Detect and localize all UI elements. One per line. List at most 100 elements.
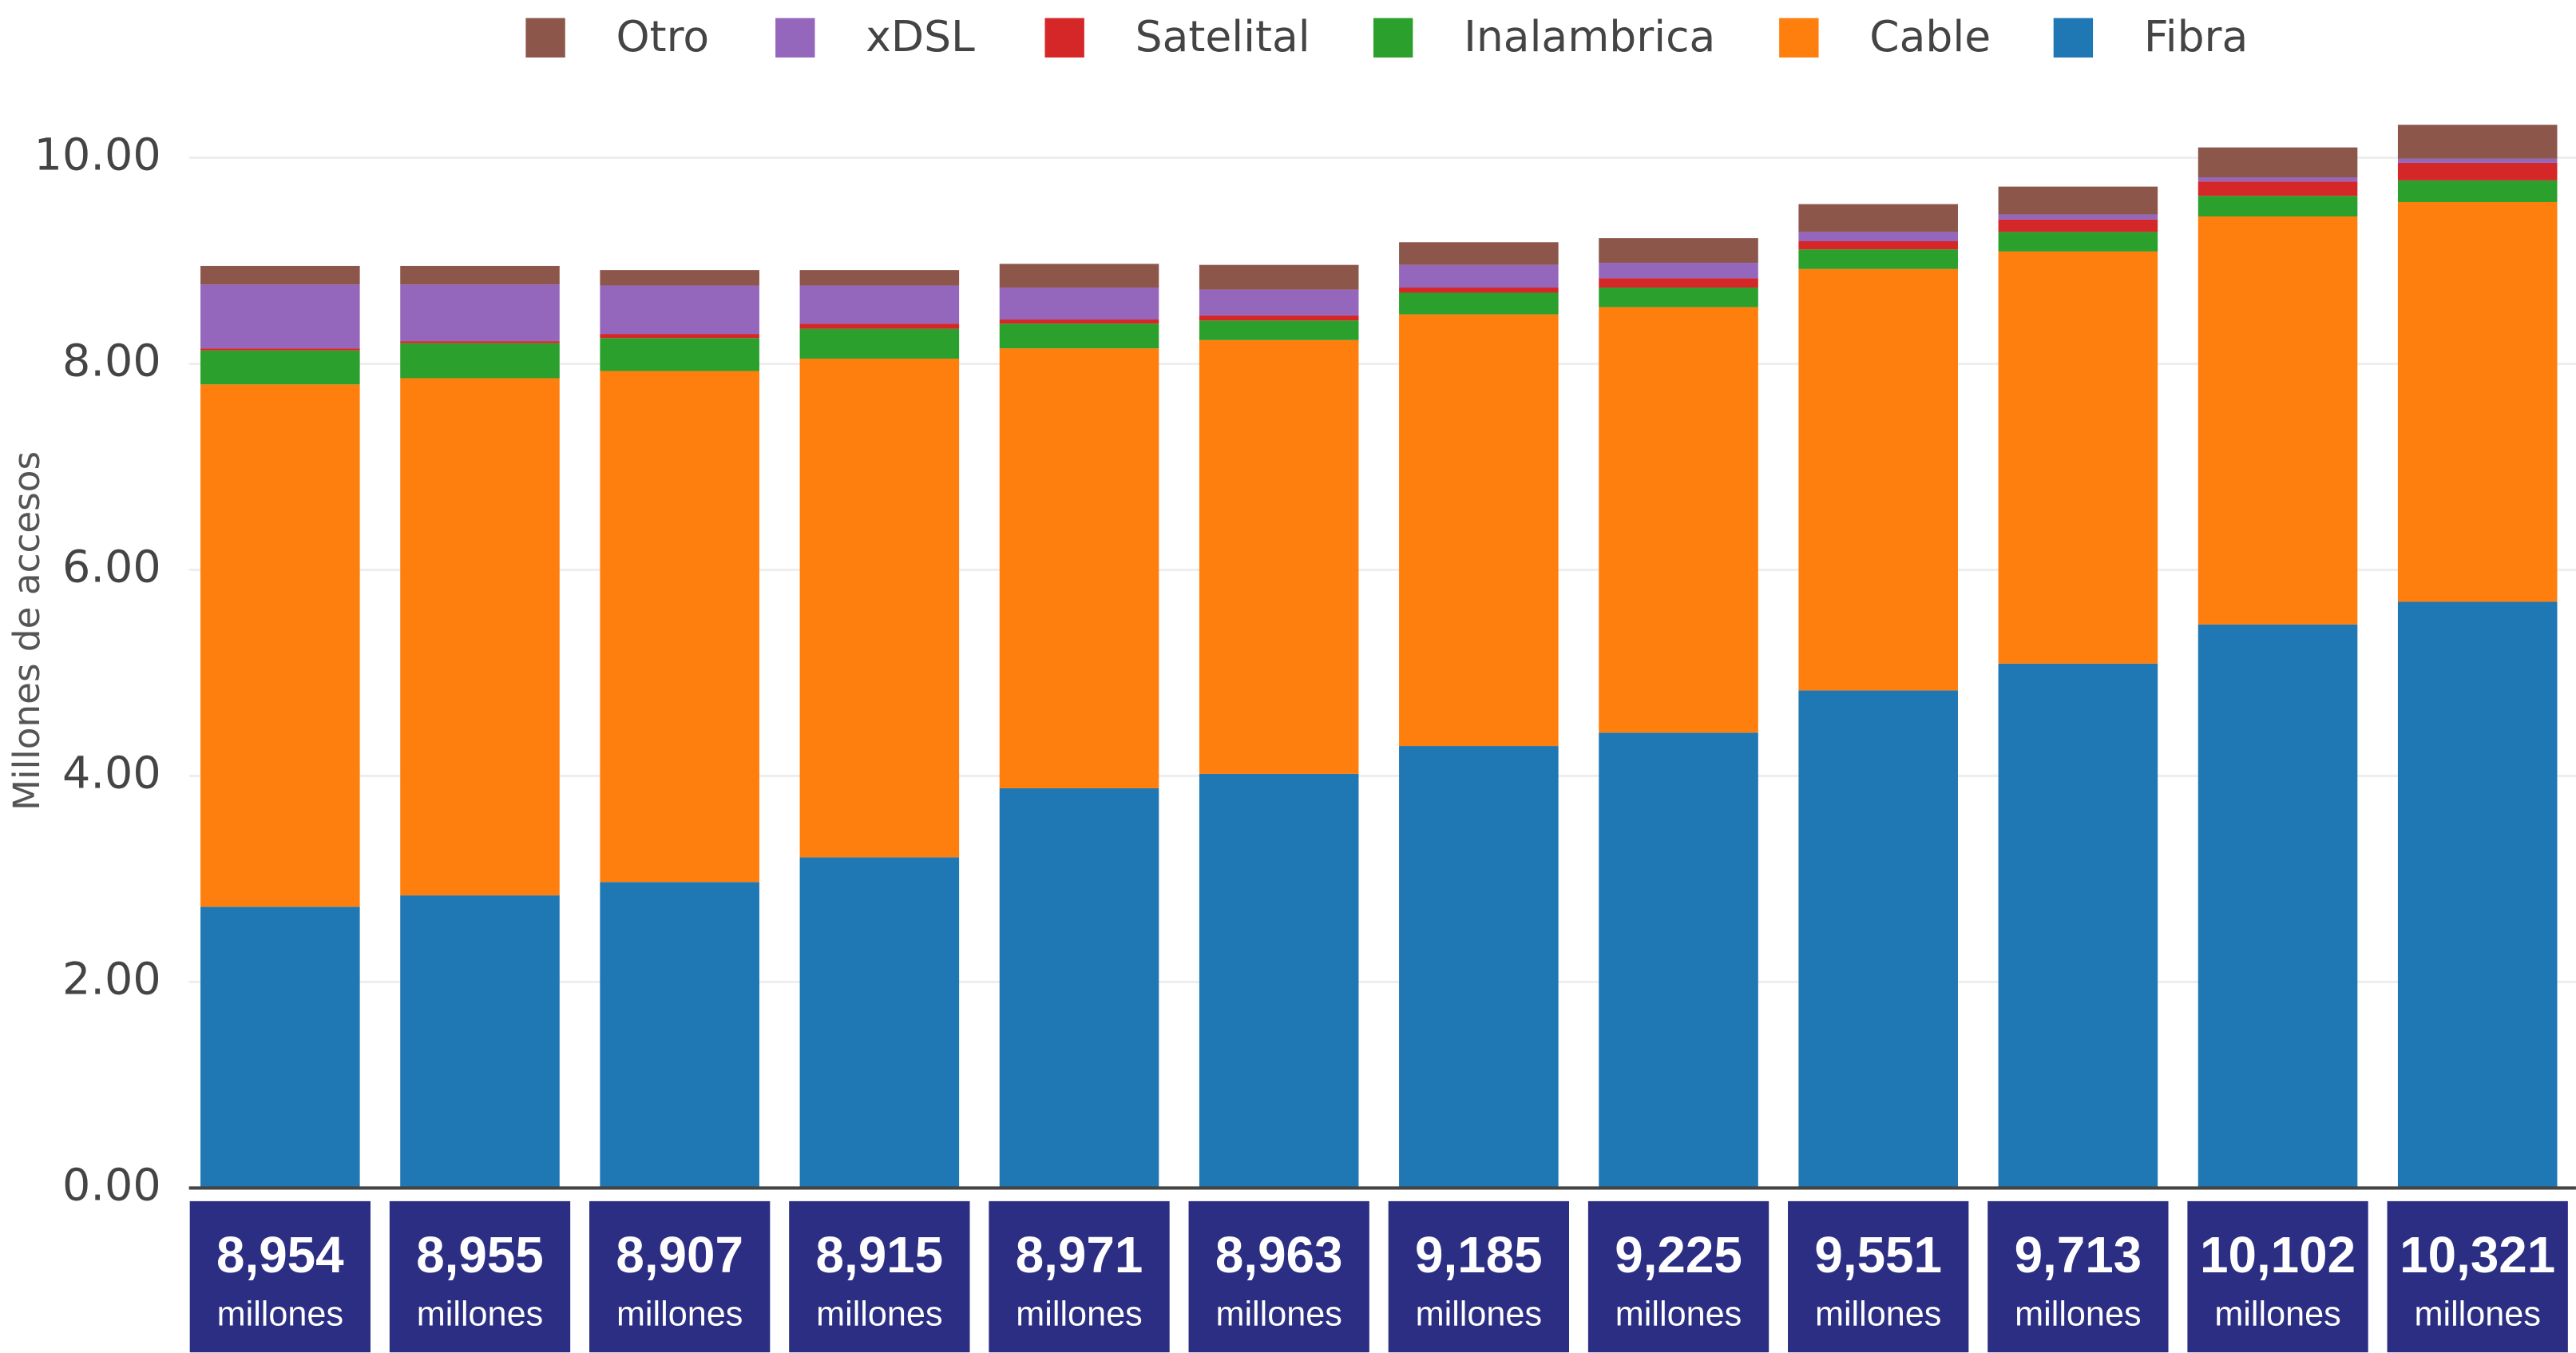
legend-swatch xyxy=(1373,18,1413,58)
bar-segment xyxy=(200,265,360,285)
legend-label: Satelital xyxy=(1135,11,1310,62)
bar-segment xyxy=(1599,263,1758,279)
bar-segment xyxy=(799,328,960,359)
legend-swatch xyxy=(1044,18,1084,58)
bar-segment xyxy=(400,341,560,343)
total-unit: millones xyxy=(2414,1295,2540,1333)
bar-segment xyxy=(799,270,960,286)
bar-segment xyxy=(600,338,759,371)
total-unit: millones xyxy=(1615,1295,1742,1333)
bar-segment xyxy=(600,334,759,339)
total-label: 8,954 xyxy=(216,1226,344,1284)
bar-segment xyxy=(2198,177,2358,182)
bar-segment xyxy=(400,343,560,379)
total-box xyxy=(189,1200,371,1353)
bar-segment xyxy=(400,895,560,1188)
bar-segment xyxy=(1199,320,1359,340)
total-unit: millones xyxy=(1416,1295,1542,1333)
bar-segment xyxy=(1399,746,1559,1188)
total-label: 8,971 xyxy=(1016,1226,1143,1284)
bar-segment xyxy=(2397,162,2558,181)
bar-segment xyxy=(999,323,1159,349)
bar-segment xyxy=(2397,125,2558,159)
bar-segment xyxy=(1599,307,1758,733)
bar-segment xyxy=(1599,288,1758,308)
y-tick-label: 4.00 xyxy=(62,748,161,800)
bar-segment xyxy=(1998,232,2158,252)
legend-swatch xyxy=(1779,18,1819,58)
legend-swatch xyxy=(775,18,815,58)
bar-segment xyxy=(999,788,1159,1188)
bar-segment xyxy=(2397,180,2558,202)
total-label: 8,955 xyxy=(416,1226,544,1284)
total-box xyxy=(1587,1200,1770,1353)
bar-segment xyxy=(1798,204,1958,232)
bar-segment xyxy=(999,288,1159,320)
bar-segment xyxy=(600,270,759,286)
bar-segment xyxy=(2198,624,2358,1188)
legend-swatch xyxy=(525,18,565,58)
bar-segment xyxy=(1798,249,1958,269)
total-box xyxy=(1788,1200,1969,1353)
bar-segment xyxy=(200,284,360,349)
bar-segment xyxy=(1798,240,1958,250)
bar-segment xyxy=(200,907,360,1188)
total-box xyxy=(1987,1200,2169,1353)
legend-label: Cable xyxy=(1869,11,1991,62)
total-unit: millones xyxy=(1016,1295,1142,1333)
total-unit: millones xyxy=(616,1295,743,1333)
bar-segment xyxy=(999,264,1159,288)
total-label: 9,551 xyxy=(1814,1226,1942,1284)
bar-segment xyxy=(799,323,960,329)
total-box xyxy=(389,1200,571,1353)
y-tick-label: 2.00 xyxy=(62,954,161,1006)
bar-segment xyxy=(1199,264,1359,290)
total-label: 8,907 xyxy=(616,1226,743,1284)
bar-segment xyxy=(1798,232,1958,241)
bar-segment xyxy=(400,378,560,896)
total-unit: millones xyxy=(2214,1295,2340,1333)
total-unit: millones xyxy=(217,1295,343,1333)
bar-segment xyxy=(1399,264,1559,288)
bar-segment xyxy=(600,285,759,335)
total-box xyxy=(789,1200,970,1353)
y-tick-label: 6.00 xyxy=(62,542,161,593)
bar-segment xyxy=(1998,663,2158,1188)
legend-label: Inalambrica xyxy=(1464,11,1715,62)
bar-segment xyxy=(2198,196,2358,217)
bar-segment xyxy=(1798,268,1958,691)
total-label: 9,225 xyxy=(1615,1226,1742,1284)
y-tick-label: 8.00 xyxy=(62,335,161,387)
y-tick-label: 10.00 xyxy=(34,129,161,181)
bar-segment xyxy=(1199,315,1359,321)
legend-label: Fibra xyxy=(2144,11,2248,62)
bar-segment xyxy=(1798,690,1958,1188)
bar-segment xyxy=(1599,238,1758,264)
bar-segment xyxy=(999,319,1159,324)
bar-segment xyxy=(2198,216,2358,625)
bar-segment xyxy=(1998,251,2158,664)
total-box xyxy=(989,1200,1170,1353)
total-unit: millones xyxy=(1215,1295,1342,1333)
bar-segment xyxy=(1199,339,1359,774)
total-box xyxy=(2187,1200,2368,1353)
total-box xyxy=(1388,1200,1570,1353)
bar-segment xyxy=(400,284,560,342)
bar-segment xyxy=(799,359,960,858)
bar-segment xyxy=(1998,186,2158,215)
y-axis-label: Millones de accesos xyxy=(6,451,48,811)
bar-segment xyxy=(1399,288,1559,293)
total-unit: millones xyxy=(816,1295,942,1333)
total-label: 10,321 xyxy=(2400,1226,2555,1284)
total-label: 8,963 xyxy=(1215,1226,1343,1284)
total-label: 10,102 xyxy=(2200,1226,2356,1284)
bar-segment xyxy=(2198,181,2358,196)
total-box xyxy=(2387,1200,2568,1353)
bar-segment xyxy=(200,348,360,351)
total-unit: millones xyxy=(1815,1295,1941,1333)
total-label: 8,915 xyxy=(816,1226,944,1284)
legend-label: Otro xyxy=(616,11,710,62)
bar-segment xyxy=(2397,601,2558,1188)
